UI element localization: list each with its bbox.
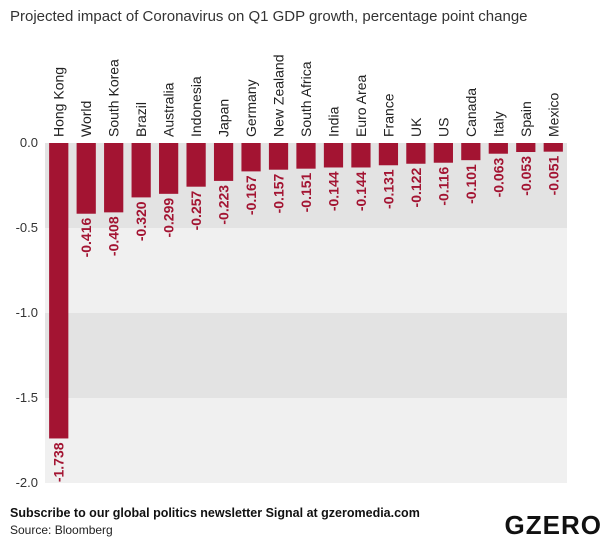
value-label: -0.257 <box>188 190 204 230</box>
bar <box>49 143 69 439</box>
category-label: Mexico <box>545 92 561 137</box>
gzero-logo: GZERO <box>504 510 602 540</box>
category-label: South Korea <box>106 59 122 137</box>
value-label: -0.151 <box>298 172 314 212</box>
value-label: -0.122 <box>408 168 424 208</box>
bar <box>104 143 124 213</box>
background-band <box>45 398 567 483</box>
value-label: -0.051 <box>545 155 561 195</box>
subscribe-note: Subscribe to our global politics newslet… <box>10 506 420 520</box>
bar <box>543 143 563 152</box>
value-label: -0.063 <box>490 158 506 198</box>
bar <box>488 143 508 154</box>
bar <box>213 143 234 181</box>
value-label: -0.416 <box>78 218 94 258</box>
value-label: -0.157 <box>271 173 287 213</box>
bar <box>351 143 371 168</box>
value-label: -0.144 <box>325 171 341 211</box>
bar-chart: 0.0 -0.5 -1.0 -1.5 -2.0 Hong Kong World South … <box>16 55 567 490</box>
value-label: -0.223 <box>216 185 232 225</box>
category-label: South Africa <box>298 61 314 137</box>
category-label: Indonesia <box>188 76 204 137</box>
category-label: Japan <box>216 99 232 137</box>
bar <box>461 143 481 161</box>
category-label: UK <box>408 117 424 137</box>
bar <box>378 143 399 166</box>
bar <box>131 143 151 198</box>
category-label: World <box>78 101 94 137</box>
value-label: -1.738 <box>51 442 67 482</box>
value-label: -0.320 <box>133 201 149 241</box>
chart-title: Projected impact of Coronavirus on Q1 GD… <box>10 8 528 25</box>
y-tick-label: 0.0 <box>20 135 38 150</box>
value-label: -0.116 <box>435 167 451 206</box>
value-label: -0.408 <box>106 216 122 256</box>
bar <box>296 143 316 169</box>
bar <box>159 143 179 194</box>
bar <box>241 143 261 172</box>
bars <box>49 143 563 439</box>
bar <box>186 143 206 187</box>
category-label: Germany <box>243 79 259 137</box>
bar <box>323 143 344 168</box>
y-tick-label: -1.0 <box>16 305 38 320</box>
y-tick-label: -1.5 <box>16 390 38 405</box>
bar <box>76 143 96 214</box>
bar <box>433 143 453 163</box>
background-band <box>45 313 567 398</box>
value-label: -0.101 <box>463 164 479 204</box>
background-band <box>45 228 567 313</box>
value-labels: -1.738 -0.416 -0.408 -0.320 -0.299 -0.257 -0.2… <box>51 155 562 482</box>
category-label: New Zealand <box>271 55 287 138</box>
value-label: -0.167 <box>243 175 259 215</box>
y-axis: 0.0 -0.5 -1.0 -1.5 -2.0 <box>16 135 38 490</box>
bar <box>406 143 426 164</box>
y-tick-label: -0.5 <box>16 220 38 235</box>
category-label: US <box>435 118 451 137</box>
category-labels: Hong Kong World South Korea Brazil Australia… <box>51 55 562 138</box>
y-tick-label: -2.0 <box>16 475 38 490</box>
category-label: India <box>325 106 341 137</box>
bar <box>516 143 536 153</box>
value-label: -0.299 <box>161 198 177 238</box>
category-label: Spain <box>518 101 534 137</box>
category-label: Brazil <box>133 102 149 137</box>
category-label: Australia <box>161 82 177 137</box>
category-label: Italy <box>490 111 506 137</box>
category-label: Canada <box>463 88 479 137</box>
bar <box>268 143 289 170</box>
value-label: -0.053 <box>518 156 534 196</box>
value-label: -0.131 <box>380 169 396 209</box>
value-label: -0.144 <box>353 171 369 211</box>
category-label: Hong Kong <box>51 67 67 137</box>
category-label: Euro Area <box>353 75 369 137</box>
source-note: Source: Bloomberg <box>10 523 113 537</box>
category-label: France <box>380 93 396 137</box>
